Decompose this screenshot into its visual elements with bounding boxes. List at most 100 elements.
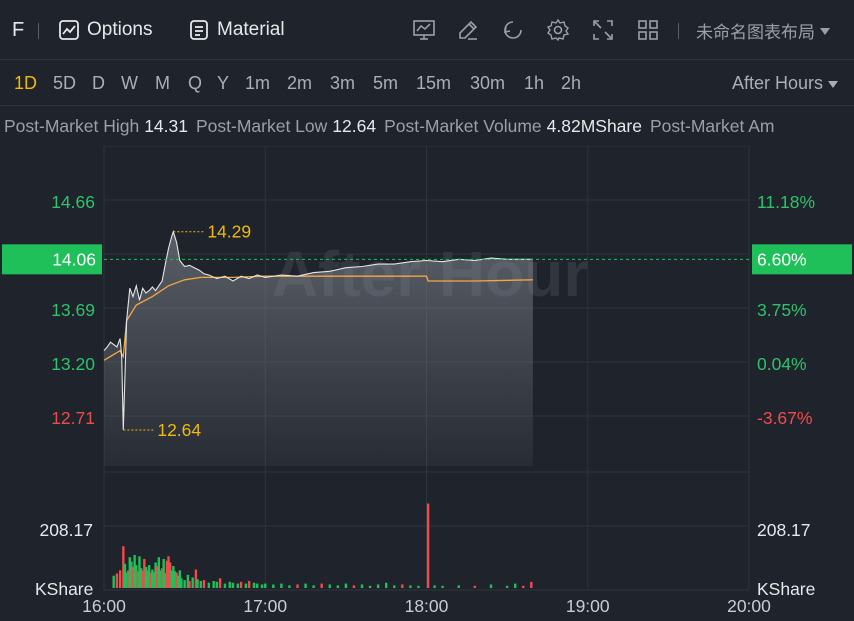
- fullscreen-icon[interactable]: [591, 18, 615, 42]
- post-market-stats: Post-Market High 14.31 Post-Market Low 1…: [4, 106, 854, 146]
- volume-bar: [183, 580, 186, 588]
- volume-bar: [170, 570, 173, 588]
- volume-bar: [130, 561, 133, 588]
- gear-icon[interactable]: [546, 18, 570, 42]
- volume-bar: [239, 581, 243, 588]
- x-tick-label: 16:00: [82, 596, 126, 616]
- volume-bar: [513, 583, 517, 588]
- period-5m[interactable]: 5m: [373, 72, 399, 93]
- period-2h[interactable]: 2h: [561, 72, 582, 93]
- symbol-selector[interactable]: F: [12, 18, 25, 41]
- volume-bar: [118, 570, 122, 588]
- volume-bar: [162, 558, 165, 588]
- volume-bar: [151, 569, 154, 588]
- volume-bar: [167, 556, 170, 588]
- volume-bar: [280, 583, 283, 588]
- volume-bar: [160, 568, 164, 588]
- volume-axis-top-right: 208.17: [757, 520, 811, 540]
- period-1d[interactable]: 1D: [14, 72, 38, 93]
- volume-bar: [188, 580, 191, 588]
- volume-bar: [384, 582, 388, 588]
- period-bar: 1D 5D D W M Q Y 1m 2m 3m 5m 15m 30m 1h 2h After Hours: [0, 60, 854, 106]
- options-button[interactable]: Options: [58, 0, 152, 60]
- session-selector[interactable]: After Hours: [732, 60, 838, 106]
- period-q[interactable]: Q: [188, 72, 203, 93]
- period-30m[interactable]: 30m: [470, 72, 506, 93]
- volume-bar: [228, 581, 231, 588]
- period-15m[interactable]: 15m: [416, 72, 452, 93]
- y-tick-right: 3.75%: [757, 300, 807, 320]
- volume-bar: [125, 572, 128, 588]
- period-w[interactable]: W: [121, 72, 138, 93]
- x-tick-label: 19:00: [566, 596, 610, 616]
- volume-bar: [393, 585, 396, 588]
- volume-bar: [136, 571, 140, 588]
- low-label: Post-Market Low: [195, 115, 328, 136]
- volume-bar: [202, 580, 206, 588]
- volume-bar: [164, 573, 167, 588]
- period-1h[interactable]: 1h: [524, 72, 545, 93]
- volume-bar: [178, 570, 181, 588]
- low-value: 12.64: [332, 115, 377, 136]
- material-button[interactable]: Material: [188, 0, 285, 60]
- draw-icon[interactable]: [456, 18, 480, 42]
- volume-bar: [173, 571, 177, 588]
- toolbar-divider: [38, 23, 39, 39]
- refresh-icon[interactable]: [501, 18, 525, 42]
- volume-bar: [255, 583, 259, 588]
- volume-bar: [247, 580, 251, 588]
- layout-selector[interactable]: 未命名图表布局: [696, 0, 830, 60]
- volume-bar: [304, 583, 307, 588]
- high-value: 14.31: [144, 115, 188, 136]
- volume-bar: [368, 585, 372, 588]
- volume-bar: [168, 562, 172, 588]
- volume-bar: [123, 563, 127, 588]
- x-tick-label: 18:00: [405, 596, 449, 616]
- layout-grid-icon[interactable]: [636, 18, 660, 42]
- period-3m[interactable]: 3m: [330, 72, 356, 93]
- period-1m[interactable]: 1m: [245, 72, 271, 93]
- period-y[interactable]: Y: [217, 72, 230, 93]
- price-area: [104, 231, 533, 466]
- volume-bar: [199, 580, 202, 588]
- volume-bar: [152, 572, 156, 588]
- volume-bar: [441, 585, 444, 588]
- volume-bar: [115, 573, 119, 588]
- period-m[interactable]: M: [155, 72, 170, 93]
- volume-bar: [135, 565, 138, 588]
- volume-bar: [207, 582, 211, 588]
- volume-bar: [159, 570, 162, 588]
- volume-bar: [112, 575, 115, 588]
- y-tick-right: 0.04%: [757, 354, 807, 374]
- volume-bar: [194, 569, 198, 588]
- high-label: Post-Market High: [4, 115, 140, 136]
- period-5d[interactable]: 5D: [53, 72, 77, 93]
- volume-bar: [157, 557, 161, 588]
- chevron-down-icon: [820, 27, 830, 35]
- volume-bar: [143, 558, 146, 588]
- volume-bar: [426, 503, 430, 588]
- chart-settings-icon[interactable]: [412, 18, 436, 42]
- volume-bar: [191, 577, 194, 588]
- volume-bar: [141, 570, 144, 588]
- price-chart[interactable]: After Hour14.2912.6414.6614.1813.6913.20…: [0, 146, 854, 621]
- x-tick-label: 20:00: [727, 596, 771, 616]
- volume-bar: [154, 562, 157, 588]
- volume-bar: [433, 585, 436, 588]
- volume-bar: [144, 566, 148, 588]
- volume-bar: [218, 578, 222, 588]
- volume-bar: [505, 585, 509, 588]
- volume-bar: [176, 575, 180, 588]
- y-tick-left: 12.71: [51, 408, 95, 428]
- period-2m[interactable]: 2m: [287, 72, 313, 93]
- volume-bar: [417, 585, 420, 588]
- volume-label: Post-Market Volume: [384, 115, 542, 136]
- volume-bar: [175, 572, 178, 588]
- volume-value: 4.82MShare: [546, 115, 642, 136]
- y-tick-right: 11.18%: [757, 192, 815, 212]
- period-d[interactable]: D: [92, 72, 105, 93]
- y-tick-right: -3.67%: [757, 408, 812, 428]
- volume-bar: [186, 574, 190, 588]
- volume-bar: [352, 585, 356, 588]
- volume-bar: [457, 585, 460, 588]
